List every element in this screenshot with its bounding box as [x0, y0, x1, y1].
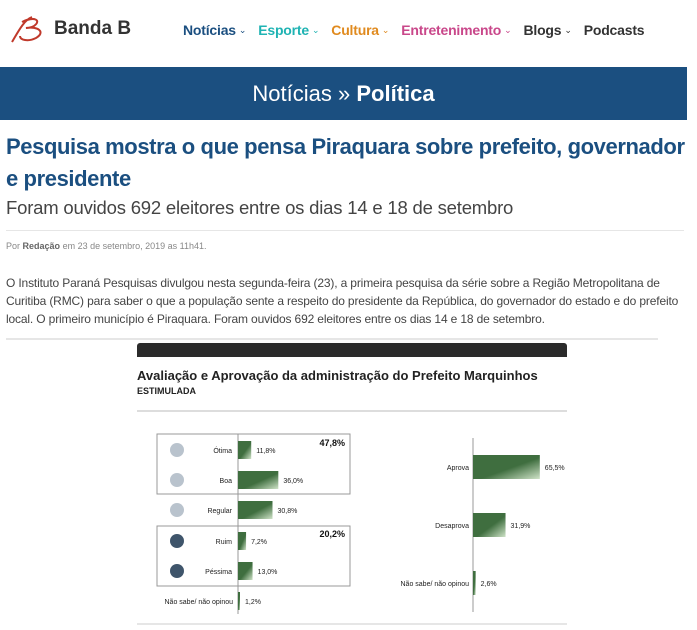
nav-item-podcasts[interactable]: Podcasts: [584, 22, 645, 38]
chevron-down-icon: ⌄: [311, 24, 320, 35]
data-label: 13,0%: [258, 569, 278, 576]
chart-subtitle: ESTIMULADA: [137, 386, 196, 396]
category-label: Não sabe/ não opinou: [165, 599, 234, 606]
bar: [473, 455, 540, 479]
category-label: Aprova: [447, 465, 469, 472]
face-icon: [170, 443, 184, 457]
bar: [238, 532, 247, 550]
nav-item-entretenimento[interactable]: Entretenimento ⌄: [401, 22, 511, 38]
breadcrumb-current: Política: [356, 81, 435, 106]
group-box: [156, 433, 351, 495]
data-label: 31,9%: [511, 523, 531, 530]
face-icon: [170, 473, 184, 487]
divider: [6, 338, 658, 340]
data-label: 1,2%: [245, 599, 261, 606]
nav-item-esporte[interactable]: Esporte ⌄: [258, 22, 319, 38]
bar: [473, 571, 476, 595]
data-label: 7,2%: [251, 539, 267, 546]
article-title: Pesquisa mostra o que pensa Piraquara so…: [6, 134, 685, 191]
nav-label: Podcasts: [583, 22, 645, 38]
face-icon: [170, 503, 184, 517]
banda-b-logo-icon: [11, 16, 42, 43]
byline-prefix: Por: [6, 241, 21, 251]
nav-item-cultura[interactable]: Cultura ⌄: [331, 22, 389, 38]
chevron-down-icon: ⌄: [381, 24, 390, 35]
nav-label: Cultura: [331, 22, 379, 38]
bar: [238, 501, 273, 519]
nav-item-blogs[interactable]: Blogs ⌄: [523, 22, 571, 38]
group-total: 47,8%: [319, 438, 345, 448]
nav-label: Esporte: [258, 22, 309, 38]
category-label: Não sabe/ não opinou: [401, 581, 470, 588]
category-label: Ótima: [213, 446, 232, 455]
category-label: Regular: [207, 508, 232, 515]
category-label: Ruim: [216, 539, 233, 546]
data-label: 65,5%: [545, 465, 565, 472]
image-viewer-bar: [137, 343, 567, 357]
bar: [473, 513, 506, 537]
category-label: Péssima: [205, 569, 232, 576]
nav-label: Notícias: [183, 22, 236, 38]
data-label: 11,8%: [256, 448, 275, 455]
category-label: Desaprova: [435, 523, 469, 530]
category-label: Boa: [220, 478, 233, 485]
bar: [238, 471, 279, 489]
survey-chart-image: [137, 343, 567, 630]
nav-label: Blogs: [523, 22, 562, 38]
nav-label: Entretenimento: [401, 22, 502, 38]
byline-date: em 23 de setembro, 2019 as 11h41.: [62, 241, 207, 251]
breadcrumb: Notícias » Política: [0, 67, 687, 120]
group-total: 20,2%: [319, 529, 345, 539]
article-subtitle: Foram ouvidos 692 eleitores entre os dia…: [6, 197, 514, 218]
site-name: Banda B: [54, 18, 132, 39]
face-icon: [170, 534, 184, 548]
main-nav: Notícias ⌄ Esporte ⌄ Cultura ⌄ Entretenimento ⌄…: [183, 22, 645, 38]
divider: [6, 230, 684, 231]
data-label: 2,6%: [481, 581, 497, 588]
site-logo[interactable]: Banda B: [8, 14, 131, 44]
breadcrumb-section[interactable]: Notícias: [252, 81, 332, 106]
bar: [238, 592, 240, 610]
chart-title: Avaliação e Aprovação da administração d…: [137, 368, 538, 383]
breadcrumb-separator: »: [337, 81, 351, 106]
chevron-down-icon: ⌄: [238, 24, 247, 35]
chevron-down-icon: ⌄: [564, 24, 572, 35]
bar: [238, 441, 252, 459]
article-body: O Instituto Paraná Pesquisas divulgou ne…: [6, 276, 679, 326]
group-box: [156, 525, 351, 587]
data-label: 36,0%: [283, 478, 303, 485]
nav-item-noticias[interactable]: Notícias ⌄: [183, 22, 246, 38]
data-label: 30,8%: [277, 508, 297, 515]
face-icon: [170, 564, 184, 578]
chevron-down-icon: ⌄: [504, 24, 512, 35]
bar: [238, 562, 253, 580]
byline: Por Redação em 23 de setembro, 2019 as 1…: [6, 241, 207, 251]
byline-author[interactable]: Redação: [22, 241, 61, 251]
